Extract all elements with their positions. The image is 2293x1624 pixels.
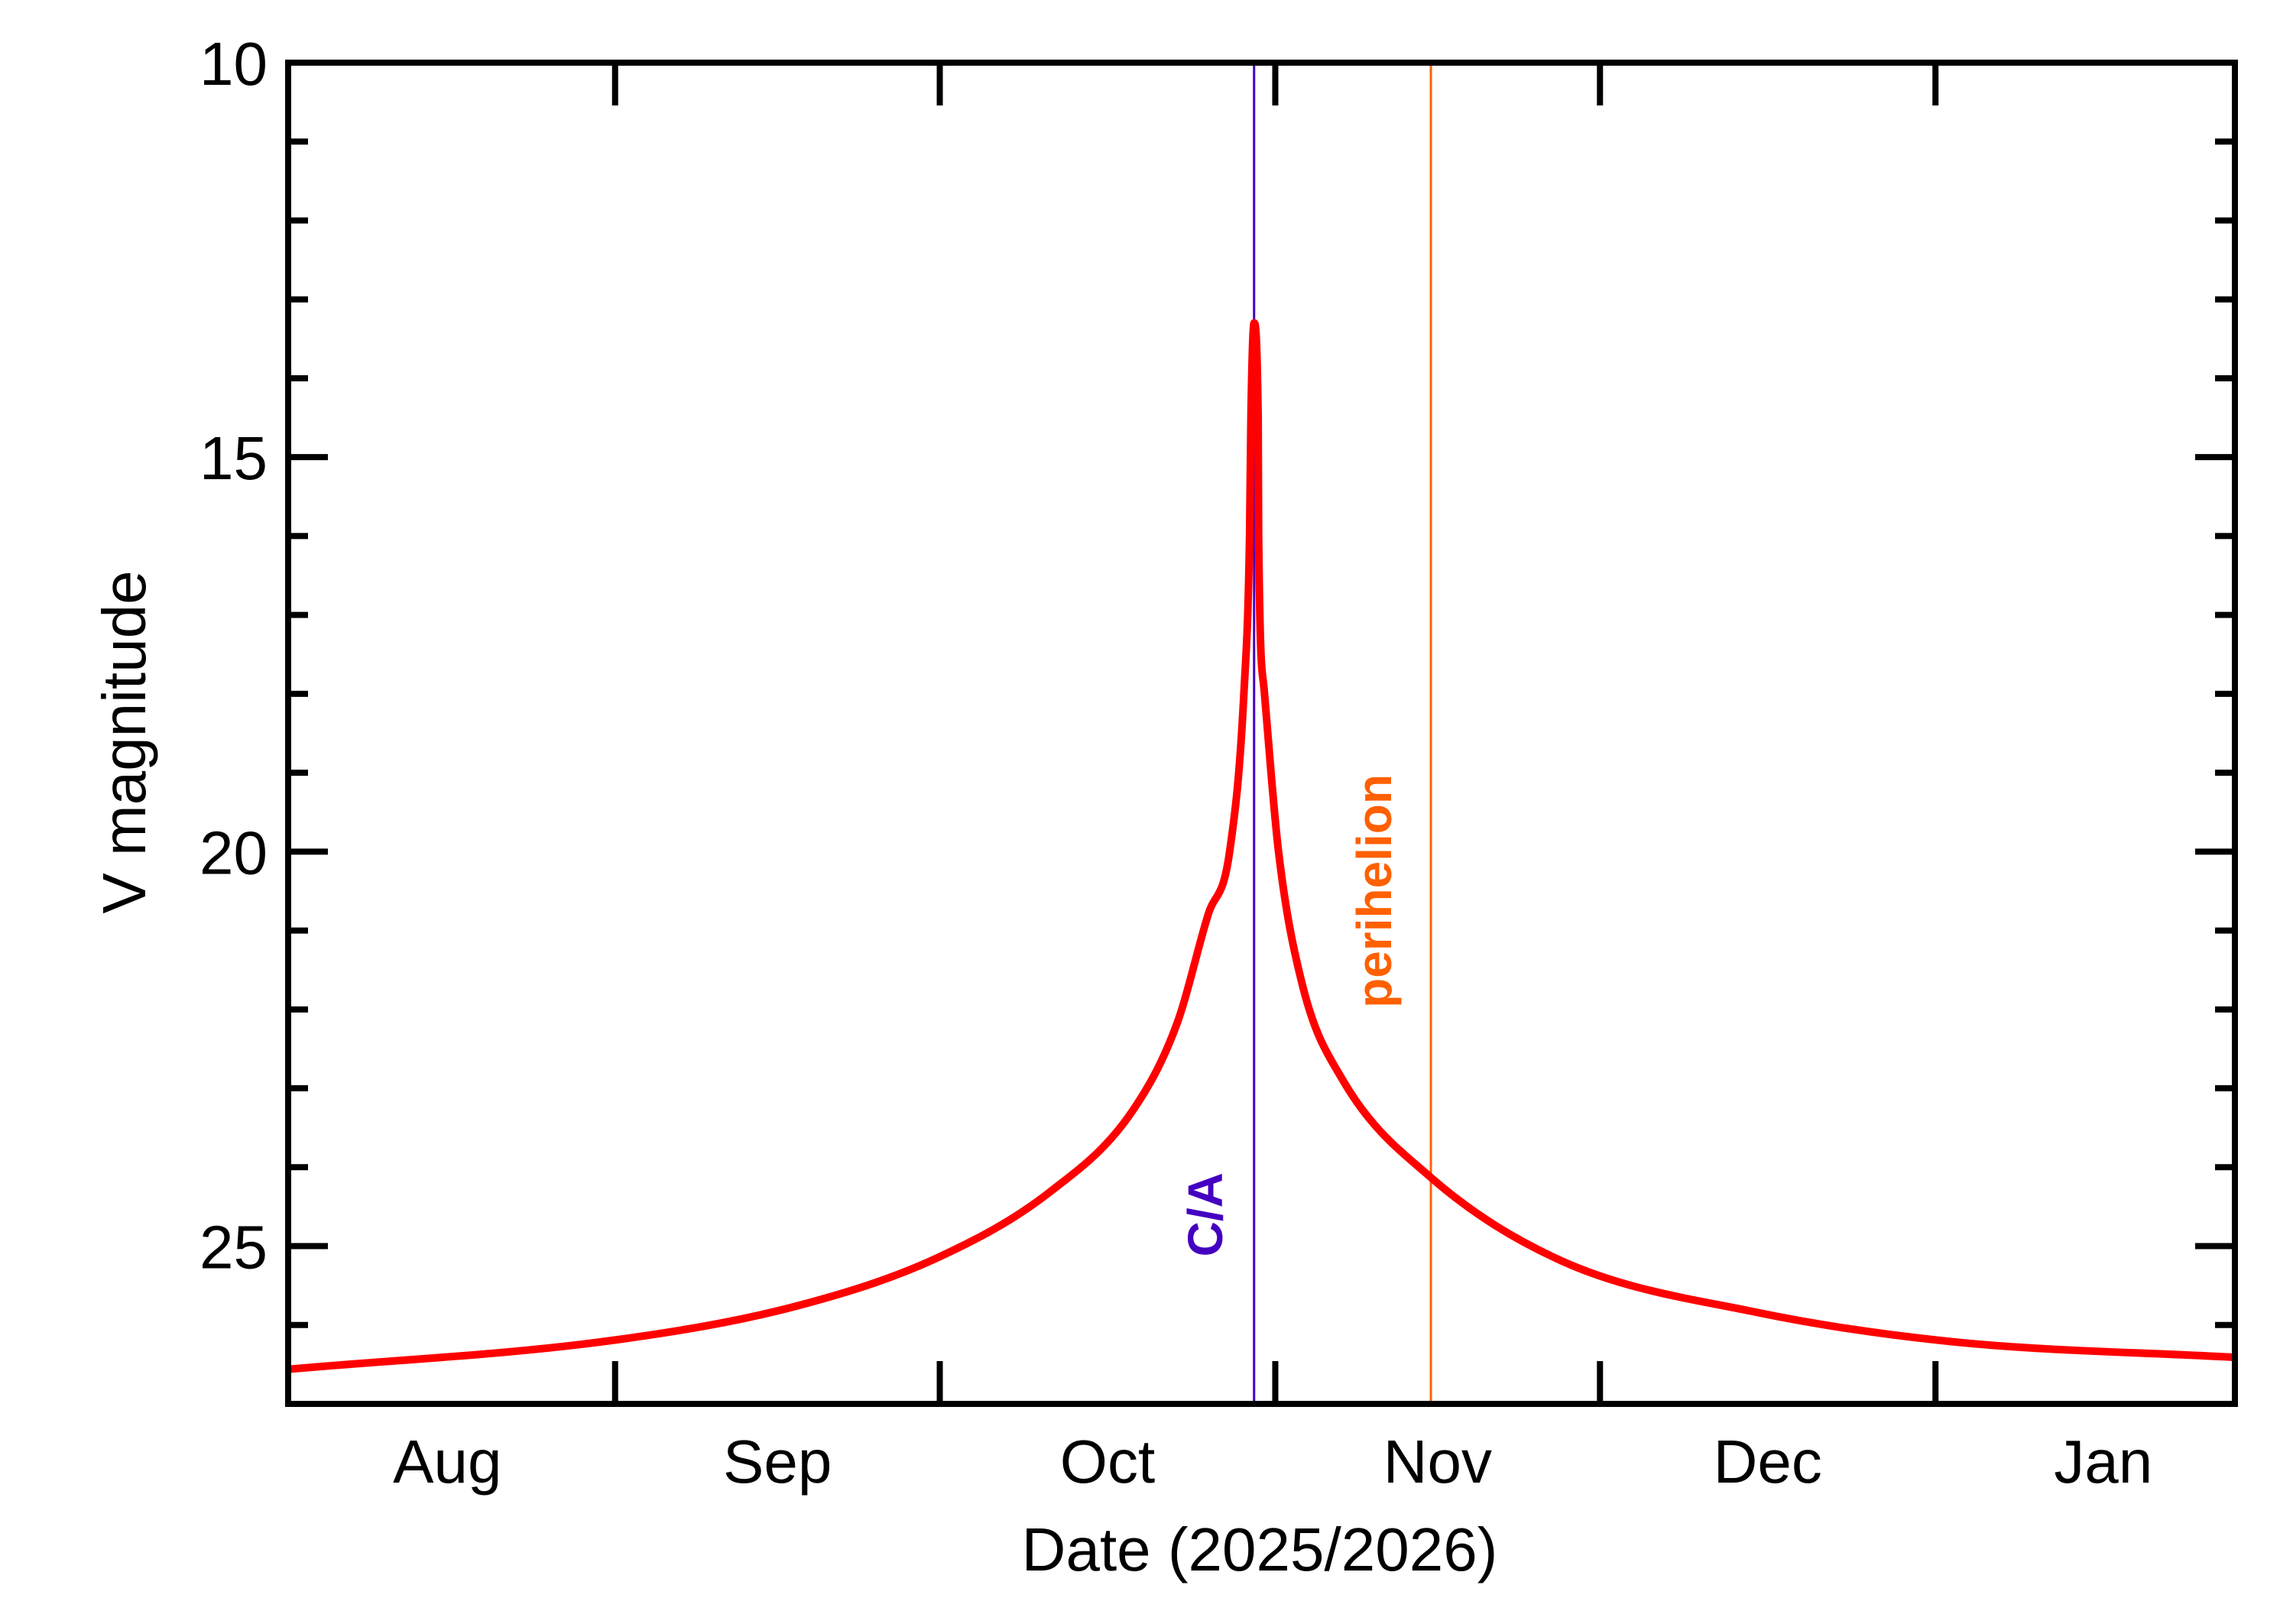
series-layer [289, 319, 2236, 1373]
y-tick-label: 20 [199, 818, 268, 887]
y-axis-title: V magnitude [90, 570, 158, 913]
y-tick-label: 15 [199, 424, 268, 492]
y-tick-label: 25 [199, 1214, 268, 1282]
x-axis-title: Date (2025/2026) [1022, 1515, 1498, 1583]
annotation-labels: C/A perihelion [1178, 774, 1402, 1256]
y-tick-label: 10 [199, 30, 268, 98]
x-tick-label: Jan [2054, 1428, 2152, 1496]
x-tick-labels: Aug Sep Oct Nov Dec Jan [393, 1428, 2152, 1496]
x-tick-label: Dec [1714, 1428, 1822, 1496]
x-tick-label: Oct [1060, 1428, 1155, 1496]
magnitude-curve [289, 319, 2236, 1373]
annotation-label-perihelion: perihelion [1347, 774, 1402, 1008]
x-tick-label: Sep [723, 1428, 832, 1496]
y-tick-labels: 10 15 20 25 [199, 30, 268, 1282]
x-tick-label: Aug [393, 1428, 501, 1496]
plot-frame [285, 60, 2238, 1407]
annotation-label-ca: C/A [1178, 1172, 1233, 1256]
x-tick-label: Nov [1383, 1428, 1492, 1496]
